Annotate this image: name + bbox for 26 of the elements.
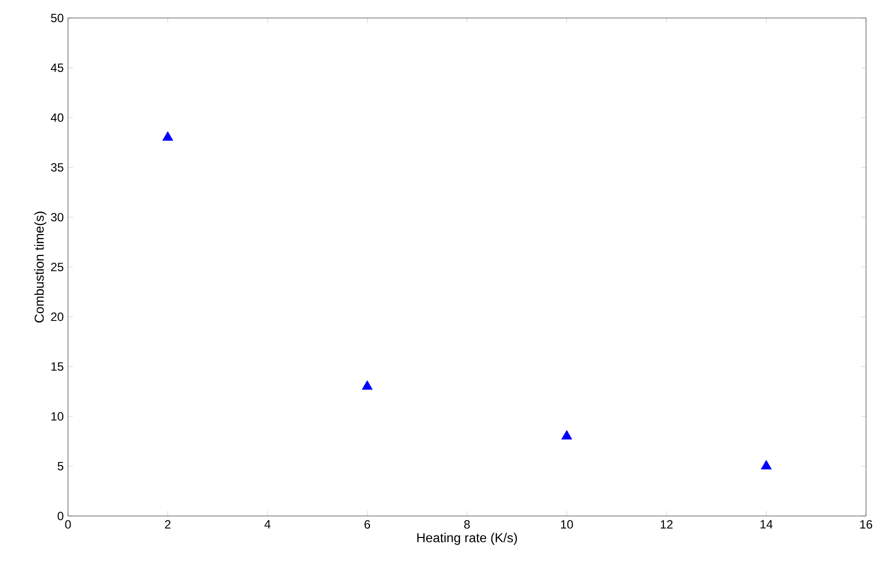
x-tick-label: 10: [561, 520, 573, 529]
x-tick-label: 0: [65, 520, 71, 529]
y-tick-label: 30: [50, 212, 64, 222]
x-tick-label: 14: [760, 520, 773, 528]
y-tick-label: 25: [51, 262, 64, 272]
y-tick-label: 15: [51, 362, 64, 371]
point: [362, 380, 373, 390]
y-tick-label: 50: [51, 14, 64, 22]
x-tick-label: 12: [660, 520, 673, 529]
point: [561, 430, 572, 440]
x-tick-label: 8: [464, 520, 470, 529]
point: [760, 460, 772, 470]
y-tick-label: 40: [50, 113, 64, 122]
x-axis-title: Heating rate (K/s): [417, 532, 517, 545]
y-tick-label: 20: [51, 312, 64, 322]
y-tick-label: 45: [50, 64, 64, 72]
y-tick-label: 10: [51, 412, 64, 421]
x-tick-label: 2: [165, 520, 170, 529]
x-tick-label: 4: [264, 520, 270, 528]
x-tick-label: 6: [364, 520, 370, 529]
point: [162, 131, 174, 141]
y-axis-title: Combustion time(s): [34, 212, 46, 322]
y-tick-label: 0: [58, 512, 64, 520]
y-tick-label: 35: [50, 163, 64, 172]
y-tick-label: 5: [58, 462, 64, 470]
x-tick-label: 16: [860, 520, 872, 529]
